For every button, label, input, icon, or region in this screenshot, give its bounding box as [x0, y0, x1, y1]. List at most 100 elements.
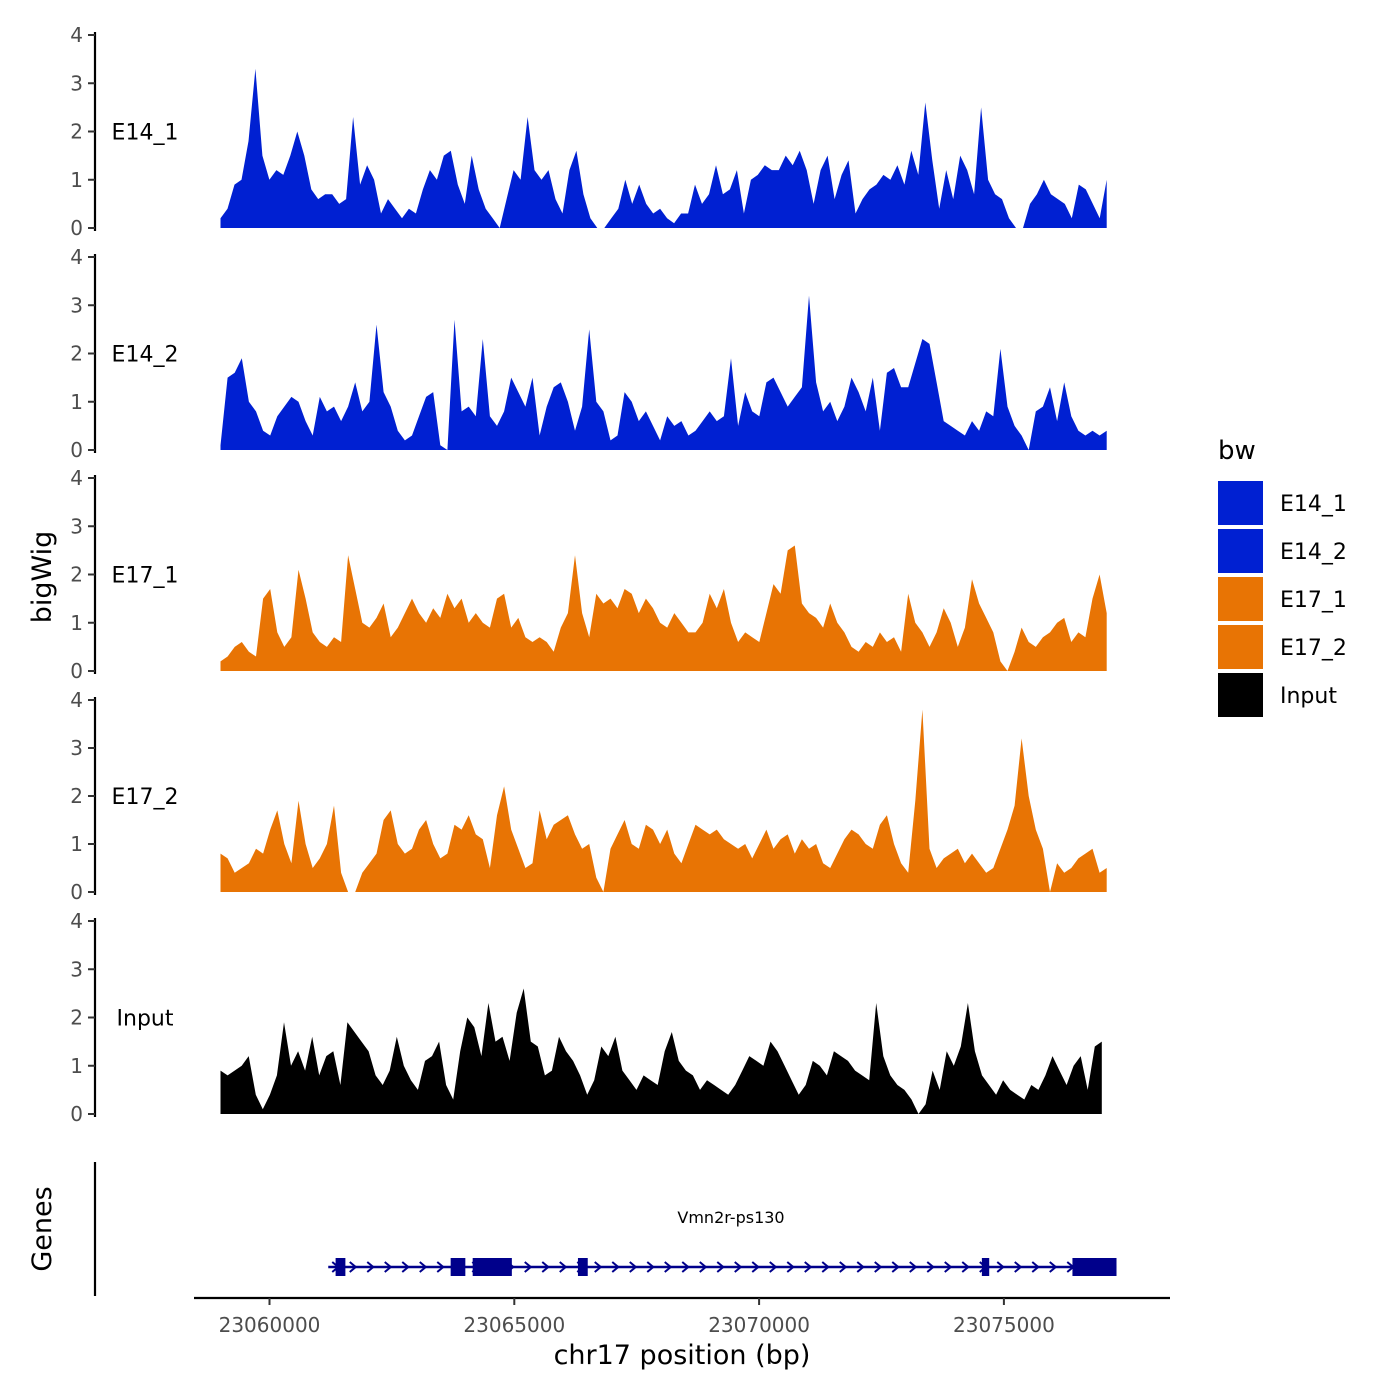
strand-arrow [804, 1261, 813, 1273]
legend-swatch-E14_2 [1218, 529, 1263, 573]
y-tick-label: 1 [70, 832, 83, 856]
strand-arrow [401, 1261, 410, 1273]
y-tick-label: 0 [70, 216, 83, 240]
exon-block [577, 1258, 588, 1276]
y-axis-title: bigWig [27, 531, 58, 624]
strand-arrow [629, 1261, 638, 1273]
strand-arrow [874, 1261, 883, 1273]
strand-arrow [384, 1261, 393, 1273]
legend-label: E17_1 [1280, 588, 1347, 613]
track-label: E14_2 [112, 343, 179, 368]
coverage-area-Input [220, 988, 1102, 1114]
y-tick-label: 2 [70, 1006, 83, 1030]
legend-swatch-E17_2 [1218, 625, 1263, 669]
y-tick-label: 2 [70, 563, 83, 587]
exon-block [450, 1258, 466, 1276]
legend-entries: E14_1 E14_2 E17_1 E17_2 Input [1218, 481, 1347, 717]
coverage-area-E17_1 [220, 545, 1107, 671]
strand-arrow [594, 1261, 603, 1273]
track-Input: 0 1 2 3 4 Input [70, 909, 1102, 1126]
strand-arrow [559, 1261, 568, 1273]
y-tick-label: 2 [70, 784, 83, 808]
legend: bw E14_1 E14_2 E17_1 E17_2 Input [1218, 436, 1347, 717]
y-tick-label: 4 [70, 466, 83, 490]
track-label: E14_1 [112, 121, 179, 146]
strand-arrow [769, 1261, 778, 1273]
strand-arrow [944, 1261, 953, 1273]
gene-name-label: Vmn2r-ps130 [677, 1208, 784, 1227]
y-tick-label: 2 [70, 342, 83, 366]
legend-label: Input [1280, 684, 1337, 709]
strand-arrow [541, 1261, 550, 1273]
exon-block [981, 1258, 990, 1276]
gene-model: Vmn2r-ps130 [328, 1208, 1117, 1276]
y-tick-label: 1 [70, 1054, 83, 1078]
exon-block [1072, 1258, 1117, 1276]
strand-arrow [436, 1261, 445, 1273]
strand-arrow [821, 1261, 830, 1273]
x-tick-label: 23065000 [463, 1313, 565, 1337]
coverage-tracks: 0 1 2 3 4 E14_1 0 1 2 3 4 E14_2 0 1 2 3 4 E17_1 0 1 2 3 4 E17_2… [70, 23, 1107, 1126]
x-tick-label: 23060000 [219, 1313, 321, 1337]
y-tick-label: 4 [70, 909, 83, 933]
coverage-area-E14_2 [220, 295, 1107, 450]
y-tick-label: 1 [70, 611, 83, 635]
strand-arrow [664, 1261, 673, 1273]
legend-swatch-E14_1 [1218, 481, 1263, 525]
legend-label: E14_2 [1280, 540, 1347, 565]
strand-arrow [681, 1261, 690, 1273]
strand-arrow [699, 1261, 708, 1273]
y-tick-label: 0 [70, 659, 83, 683]
track-label: E17_2 [112, 785, 179, 810]
strand-arrow [734, 1261, 743, 1273]
y-tick-label: 4 [70, 23, 83, 47]
strand-arrow [524, 1261, 533, 1273]
y-tick-label: 2 [70, 120, 83, 144]
y-tick-label: 4 [70, 688, 83, 712]
strand-arrow [926, 1261, 935, 1273]
legend-swatch-E17_1 [1218, 577, 1263, 621]
strand-arrow [1031, 1261, 1040, 1273]
x-tick-label: 23075000 [953, 1313, 1055, 1337]
strand-arrow [349, 1261, 358, 1273]
strand-arrow [961, 1261, 970, 1273]
y-tick-label: 3 [70, 736, 83, 760]
strand-arrow [1049, 1261, 1058, 1273]
strand-arrow [751, 1261, 760, 1273]
track-label: E17_1 [112, 564, 179, 589]
strand-arrow [909, 1261, 918, 1273]
strand-arrow [419, 1261, 428, 1273]
x-tick-label: 23070000 [708, 1313, 810, 1337]
strand-arrow [611, 1261, 620, 1273]
genes-panel: Genes Vmn2r-ps130 [27, 1162, 1117, 1296]
coverage-area-E14_1 [220, 68, 1107, 228]
y-tick-label: 0 [70, 438, 83, 462]
strand-arrow [839, 1261, 848, 1273]
legend-swatch-Input [1218, 673, 1263, 717]
strand-arrow [1014, 1261, 1023, 1273]
strand-arrow [856, 1261, 865, 1273]
strand-arrow [891, 1261, 900, 1273]
strand-arrow [716, 1261, 725, 1273]
x-axis: 23060000 23065000 23070000 23075000 [194, 1296, 1170, 1337]
legend-title: bw [1218, 436, 1256, 466]
strand-arrow [996, 1261, 1005, 1273]
coverage-area-E17_2 [220, 709, 1107, 892]
track-E14_2: 0 1 2 3 4 E14_2 [70, 245, 1107, 462]
exon-block [335, 1258, 346, 1276]
legend-label: E14_1 [1280, 492, 1347, 517]
genes-axis-title: Genes [27, 1186, 58, 1271]
strand-arrow [366, 1261, 375, 1273]
y-tick-label: 0 [70, 880, 83, 904]
y-tick-label: 1 [70, 390, 83, 414]
strand-arrow [646, 1261, 655, 1273]
y-tick-label: 4 [70, 245, 83, 269]
track-E17_2: 0 1 2 3 4 E17_2 [70, 688, 1107, 904]
y-tick-label: 3 [70, 957, 83, 981]
exon-block [472, 1258, 512, 1276]
track-E17_1: 0 1 2 3 4 E17_1 [70, 466, 1107, 683]
y-tick-label: 3 [70, 71, 83, 95]
track-label: Input [117, 1007, 174, 1032]
legend-label: E17_2 [1280, 636, 1347, 661]
